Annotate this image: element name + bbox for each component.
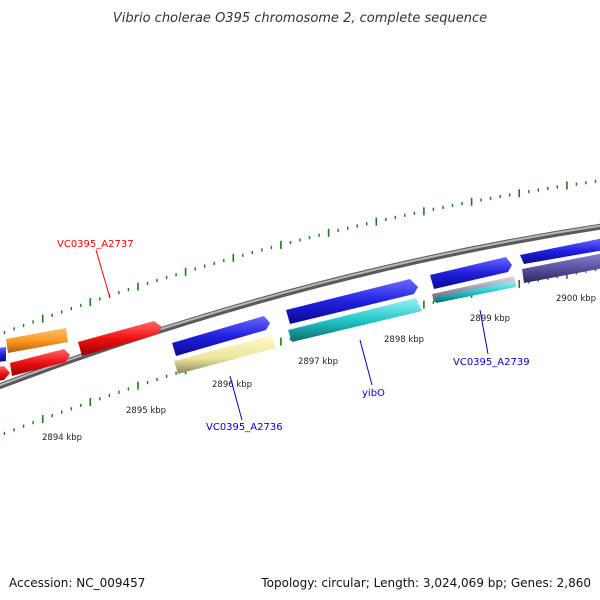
cds-feature-orange[interactable] [6, 328, 68, 353]
cds-feature-yibo[interactable] [288, 298, 422, 342]
cds-feature-blue-d[interactable] [520, 238, 600, 264]
kbp-label-2899: 2899 kbp [470, 314, 510, 324]
gene-labels: VC0395_A2737 VC0395_A2736 yibO VC0395_A2… [57, 239, 530, 433]
cds-feature-vc0395-a2736[interactable] [174, 335, 276, 374]
cds-feature-blue-c[interactable] [430, 257, 512, 289]
gene-label-vc0395-a2737[interactable]: VC0395_A2737 [57, 239, 134, 250]
cds-feature-purple[interactable] [522, 253, 600, 283]
cds-feature-vc0395-a2737[interactable] [78, 321, 162, 356]
cds-feature-red-partial[interactable] [0, 366, 10, 381]
leader-yibo [359, 339, 373, 386]
gene-label-yibo[interactable]: yibO [362, 388, 385, 399]
cds-feature-vc0395-a2739-band [434, 281, 516, 303]
gene-label-vc0395-a2736[interactable]: VC0395_A2736 [206, 422, 283, 433]
cds-feature-blue-a[interactable] [172, 316, 270, 356]
cds-feature-blue-b[interactable] [286, 279, 418, 324]
cds-feature-red-mid[interactable] [10, 349, 70, 376]
chromosome-backbone-highlight [0, 224, 600, 387]
leader-vc0395-a2736 [229, 375, 243, 421]
summary-text: Topology: circular; Length: 3,024,069 bp… [260, 576, 591, 590]
cds-feature-blue-partial[interactable] [0, 347, 6, 362]
gene-label-leaders [95, 249, 489, 421]
kbp-label-2894: 2894 kbp [42, 433, 82, 443]
gene-label-vc0395-a2739[interactable]: VC0395_A2739 [453, 357, 530, 368]
leader-vc0395-a2739 [479, 309, 489, 355]
accession-text: Accession: NC_009457 [9, 576, 145, 590]
leader-vc0395-a2737 [95, 249, 111, 299]
kbp-label-2895: 2895 kbp [126, 406, 166, 416]
map-title: Vibrio cholerae O395 chromosome 2, compl… [113, 11, 487, 26]
cds-features [0, 238, 600, 381]
kbp-label-2897: 2897 kbp [298, 357, 338, 367]
kbp-label-2898: 2898 kbp [384, 335, 424, 345]
kbp-label-2900: 2900 kbp [556, 294, 596, 304]
